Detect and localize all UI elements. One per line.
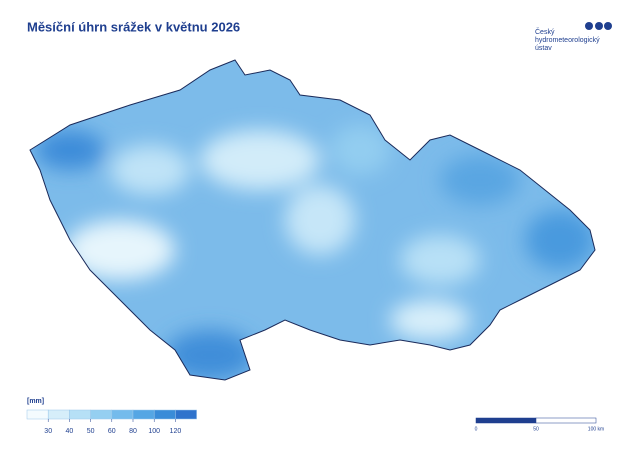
legend-label: 30 <box>44 428 52 435</box>
scale-label: 100 km <box>588 426 604 432</box>
legend-label: 50 <box>87 428 95 435</box>
scale-label: 50 <box>533 426 539 432</box>
legend-swatch <box>69 409 91 420</box>
map-title: Měsíční úhrn srážek v květnu 2026 <box>27 19 240 34</box>
scale-segment <box>475 417 537 424</box>
legend-label: 40 <box>66 428 74 435</box>
logo-dot <box>604 22 612 30</box>
legend-swatch <box>175 409 197 420</box>
legend-swatch <box>47 409 70 420</box>
legend-swatch <box>153 409 176 420</box>
legend-label: 60 <box>108 428 116 435</box>
legend-label: 120 <box>170 428 182 435</box>
legend-swatch <box>111 409 134 420</box>
legend-swatch <box>26 409 49 420</box>
legend-label: 100 <box>148 428 160 435</box>
legend-label: 80 <box>129 428 137 435</box>
legend-swatch <box>90 409 113 420</box>
logo-text: ústav <box>535 45 552 52</box>
scale-bar: 0 50 100 km <box>475 417 604 432</box>
scale-label: 0 <box>475 426 478 432</box>
logo: Český hydrometeorologický ústav <box>535 22 612 52</box>
legend-unit: [mm] <box>27 398 44 405</box>
logo-text: hydrometeorologický <box>535 37 600 44</box>
legend-swatch <box>132 409 155 420</box>
precip-map <box>30 60 595 380</box>
logo-dot <box>595 22 603 30</box>
scale-segment <box>535 417 597 424</box>
logo-text: Český <box>535 27 555 36</box>
legend: [mm] 30 40 50 60 80 100 120 <box>26 398 197 435</box>
logo-dot <box>585 22 593 30</box>
